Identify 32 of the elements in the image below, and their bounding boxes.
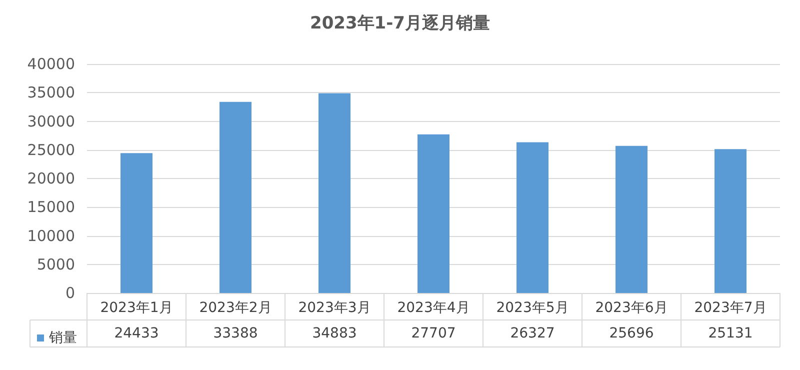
bar — [616, 146, 648, 293]
y-tick-label: 25000 — [27, 140, 75, 159]
bar — [516, 142, 548, 293]
x-tick-label: 2023年4月 — [397, 300, 470, 316]
bar — [120, 153, 152, 293]
data-label: 33388 — [213, 326, 258, 342]
data-label: 24433 — [114, 326, 159, 342]
y-tick-label: 5000 — [36, 255, 75, 274]
x-tick-label: 2023年7月 — [694, 300, 767, 316]
y-tick-label: 20000 — [27, 170, 75, 188]
data-label: 25696 — [609, 326, 654, 342]
x-tick-label: 2023年5月 — [496, 300, 569, 316]
y-tick-label: 0 — [65, 284, 75, 302]
bar — [220, 102, 252, 293]
data-label: 26327 — [510, 326, 555, 342]
bar — [714, 149, 746, 293]
y-tick-label: 40000 — [27, 55, 75, 73]
x-tick-label: 2023年2月 — [199, 300, 272, 316]
y-tick-label: 35000 — [27, 84, 75, 102]
data-label: 25131 — [708, 326, 753, 342]
y-tick-label: 30000 — [27, 112, 75, 130]
bar — [318, 93, 350, 293]
y-tick-label: 15000 — [27, 198, 75, 216]
x-tick-label: 2023年1月 — [100, 300, 173, 316]
x-tick-label: 2023年3月 — [298, 300, 371, 316]
data-label: 34883 — [312, 326, 357, 342]
chart-title: 2023年1-7月逐月销量 — [310, 14, 490, 34]
bar — [418, 134, 450, 293]
x-tick-label: 2023年6月 — [595, 300, 668, 316]
data-label: 27707 — [411, 326, 456, 342]
y-tick-label: 10000 — [27, 226, 75, 245]
legend-label: 销量 — [48, 330, 77, 346]
